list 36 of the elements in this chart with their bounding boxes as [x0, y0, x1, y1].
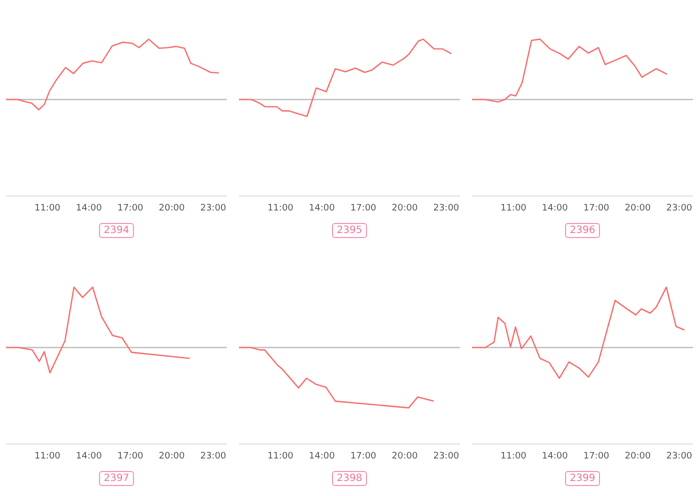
text: 2395 — [332, 223, 368, 238]
x-tick-label: 14:00 — [76, 203, 102, 214]
x-tick-label: 11:00 — [267, 203, 294, 214]
x-tick-label: 11:00 — [34, 203, 61, 214]
x-tick-label: 17:00 — [583, 451, 610, 462]
x-tick-label: 14:00 — [308, 451, 336, 462]
x-tick-label: 23:00 — [433, 451, 460, 462]
text: 2399 — [564, 471, 600, 486]
x-tick-label: 23:00 — [666, 451, 692, 462]
x-tick-label: 11:00 — [34, 451, 61, 462]
x-tick-label: 20:00 — [158, 203, 185, 214]
text: 2397 — [98, 471, 134, 486]
x-tick-label: 11:00 — [267, 451, 294, 462]
x-tick-label: 14:00 — [542, 203, 568, 214]
x-tick-label: 11:00 — [500, 203, 527, 214]
x-tick-label: 17:00 — [350, 451, 377, 462]
x-tick-label: 14:00 — [542, 451, 568, 462]
x-tick-label: 20:00 — [392, 451, 418, 462]
x-tick-label: 14:00 — [308, 203, 336, 214]
x-tick-label: 17:00 — [350, 203, 377, 214]
x-tick-label: 23:00 — [200, 203, 226, 214]
x-tick-label: 14:00 — [76, 451, 102, 462]
x-tick-label: 20:00 — [624, 203, 651, 214]
x-tick-label: 17:00 — [117, 203, 144, 214]
x-tick-label: 20:00 — [392, 203, 418, 214]
x-tick-label: 17:00 — [117, 451, 144, 462]
x-tick-label: 11:00 — [500, 451, 527, 462]
x-tick-label: 23:00 — [433, 203, 460, 214]
x-tick-label: 20:00 — [624, 451, 651, 462]
text: 2398 — [332, 471, 368, 486]
x-tick-label: 20:00 — [158, 451, 185, 462]
text: 2394 — [98, 223, 134, 238]
text: 2396 — [564, 223, 600, 238]
x-tick-label: 23:00 — [200, 451, 226, 462]
x-tick-label: 17:00 — [583, 203, 610, 214]
x-tick-label: 23:00 — [666, 203, 692, 214]
